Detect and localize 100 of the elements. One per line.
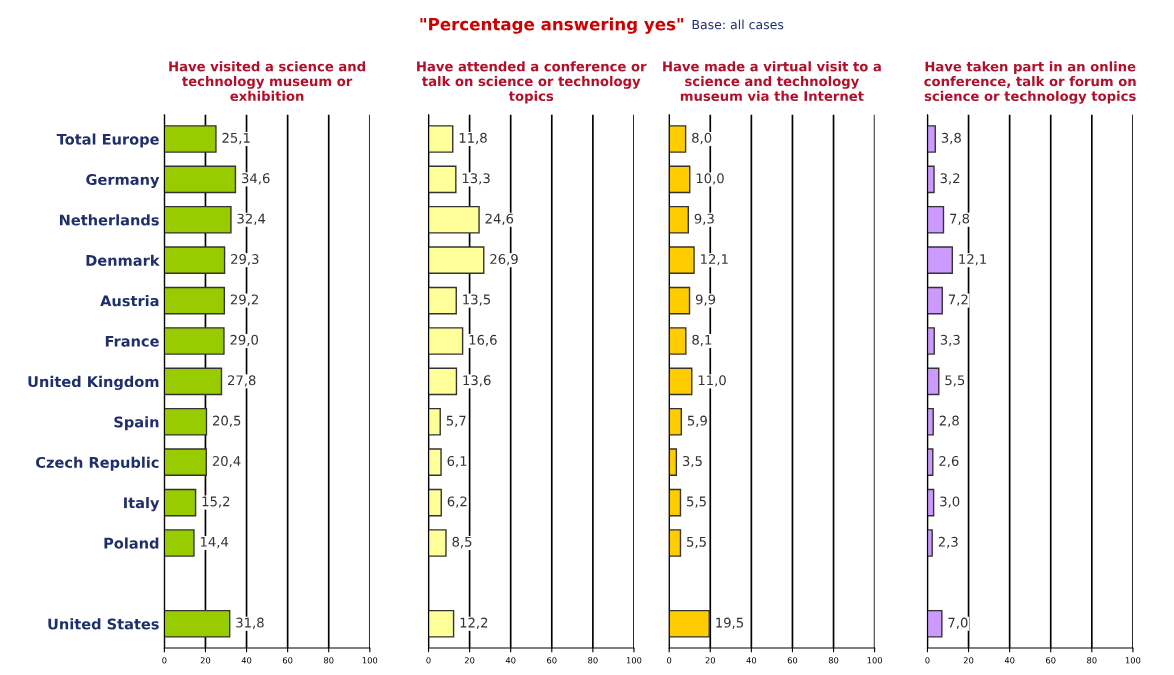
data-label: 31,8 (236, 617, 264, 629)
data-label: 24,6 (485, 213, 514, 225)
data-label: 5,5 (687, 496, 706, 508)
chart-title: Have taken part in an online conference, talk or forum on science or technology topics (924, 61, 1136, 104)
data-label: 7,8 (950, 213, 970, 225)
bar (428, 488, 442, 517)
bar (164, 367, 223, 396)
data-label: 34,6 (242, 173, 270, 185)
data-label: 5,9 (687, 415, 707, 427)
data-label: 9,3 (694, 213, 714, 225)
data-label: 32,4 (237, 213, 266, 225)
bar (428, 286, 457, 315)
x-tick-label: 80 (323, 657, 334, 664)
x-tick-label: 20 (200, 657, 211, 664)
data-label: 16,6 (469, 334, 497, 347)
bar (669, 125, 687, 153)
x-tick-label: 80 (1087, 657, 1097, 664)
data-label: 12,2 (460, 617, 488, 629)
bar (669, 407, 682, 436)
bar (164, 205, 232, 234)
data-label: 15,2 (202, 496, 230, 508)
bar (164, 609, 231, 638)
x-tick-label: 60 (1046, 657, 1056, 664)
x-tick-label: 100 (867, 657, 883, 664)
x-tick-label: 100 (626, 657, 642, 664)
data-label: 13,3 (462, 173, 490, 185)
bar (428, 448, 442, 476)
x-tick-label: 60 (547, 657, 557, 664)
data-label: 6,1 (447, 456, 467, 468)
x-tick-label: 40 (241, 657, 252, 664)
x-tick-label: 0 (162, 657, 167, 664)
data-label: 20,5 (213, 415, 241, 427)
chart-title: Have visited a science and technology museum or exhibition (169, 61, 365, 102)
bar (428, 125, 454, 153)
data-label: 12,1 (959, 254, 987, 266)
data-label: 2,6 (939, 456, 959, 468)
data-label: 14,4 (200, 536, 229, 549)
chart-title: Have attended a conference or talk on science or technology topics (417, 61, 647, 104)
bar (164, 246, 226, 275)
data-label: 13,5 (463, 294, 491, 306)
data-label: 29,2 (230, 294, 258, 306)
data-label: 3,5 (682, 456, 702, 468)
data-label: 3,0 (940, 496, 960, 508)
data-label: 11,8 (459, 132, 487, 145)
data-label: 7,2 (948, 294, 968, 306)
data-label: 10,0 (696, 173, 724, 185)
x-tick-label: 60 (282, 657, 293, 664)
x-tick-label: 20 (464, 657, 475, 664)
bar (669, 205, 689, 234)
bar (164, 125, 217, 153)
text: Base: all cases (692, 19, 784, 30)
data-label: 8,0 (692, 132, 712, 145)
bar (669, 367, 693, 396)
data-label: 25,1 (222, 132, 250, 145)
bar (164, 407, 208, 436)
data-label: 5,5 (945, 375, 965, 387)
y-tick-label: United States (48, 618, 159, 630)
bar (428, 407, 441, 436)
y-tick-label: Poland (104, 537, 159, 549)
x-tick-label: 0 (426, 657, 431, 664)
data-label: 8,1 (692, 334, 712, 347)
data-label: 11,0 (698, 375, 726, 387)
data-label: 5,7 (446, 415, 466, 427)
data-label: 27,8 (228, 375, 256, 387)
y-tick-label: Spain (114, 416, 159, 431)
bar (164, 529, 195, 557)
bar (164, 165, 237, 194)
y-tick-label: Czech Republic (36, 456, 159, 471)
bar (164, 488, 197, 517)
bar (669, 609, 710, 638)
text: "Percentage answering yes" (420, 17, 684, 34)
x-tick-label: 40 (746, 657, 757, 664)
y-tick-label: Denmark (86, 254, 160, 266)
x-tick-label: 40 (1004, 657, 1015, 664)
bar (669, 327, 687, 355)
bar (164, 448, 207, 476)
bar (428, 327, 464, 355)
bar (669, 286, 691, 315)
data-label: 12,1 (701, 254, 728, 266)
bar (669, 529, 682, 557)
bar (669, 165, 691, 194)
x-tick-label: 80 (828, 657, 839, 664)
data-label: 5,5 (687, 536, 706, 549)
y-tick-label: Austria (100, 295, 159, 307)
bar (428, 609, 455, 638)
y-tick-label: France (105, 335, 159, 347)
bar (428, 367, 458, 396)
bar (669, 488, 682, 517)
x-tick-label: 100 (1125, 657, 1141, 664)
y-tick-label: Total Europe (56, 133, 159, 148)
data-label: 9,9 (695, 294, 716, 306)
data-label: 26,9 (490, 254, 518, 266)
chart-title: Have made a virtual visit to a science and technology museum via the Internet (663, 61, 881, 102)
data-label: 3,3 (940, 334, 960, 347)
x-tick-label: 0 (925, 657, 930, 664)
bar (669, 246, 695, 275)
data-label: 2,8 (939, 415, 959, 427)
bar (428, 246, 485, 275)
y-tick-label: Germany (86, 174, 160, 189)
data-label: 29,0 (230, 334, 258, 347)
